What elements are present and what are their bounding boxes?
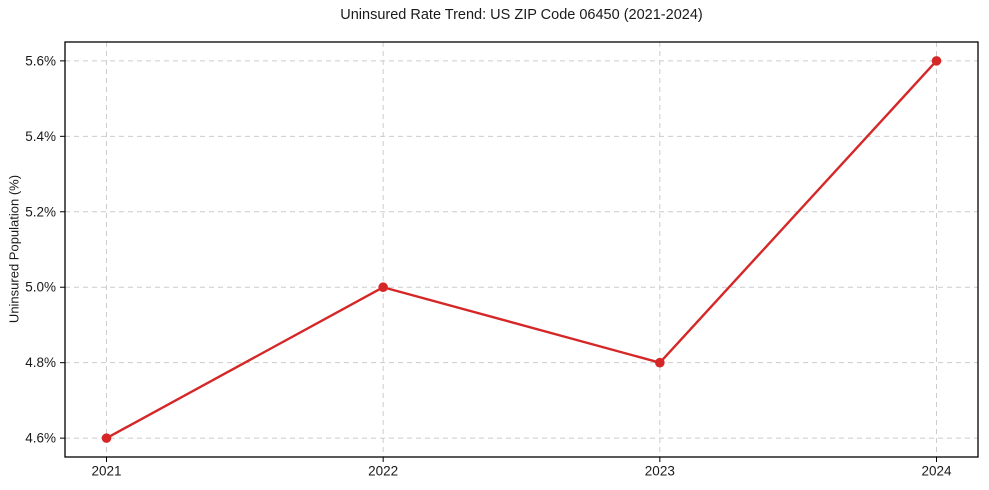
x-tick-label: 2021 xyxy=(91,464,121,479)
y-tick-label: 4.6% xyxy=(25,431,56,446)
y-tick-label: 5.6% xyxy=(25,53,56,68)
data-point-marker xyxy=(101,433,112,443)
plot-area xyxy=(64,41,979,458)
y-tick-label: 5.0% xyxy=(25,280,56,295)
trend-line xyxy=(105,59,938,440)
y-tick-label: 5.2% xyxy=(25,204,56,219)
data-point-marker xyxy=(931,56,942,66)
x-tick-label: 2022 xyxy=(368,464,398,479)
x-tick-label: 2023 xyxy=(645,464,675,479)
data-point-marker xyxy=(378,282,388,293)
y-tick-label: 4.8% xyxy=(25,355,56,370)
y-tick-label: 5.4% xyxy=(25,129,56,144)
x-tick-label: 2024 xyxy=(921,464,952,479)
chart-title: Uninsured Rate Trend: US ZIP Code 06450 … xyxy=(340,7,703,23)
data-point-marker xyxy=(655,357,665,368)
